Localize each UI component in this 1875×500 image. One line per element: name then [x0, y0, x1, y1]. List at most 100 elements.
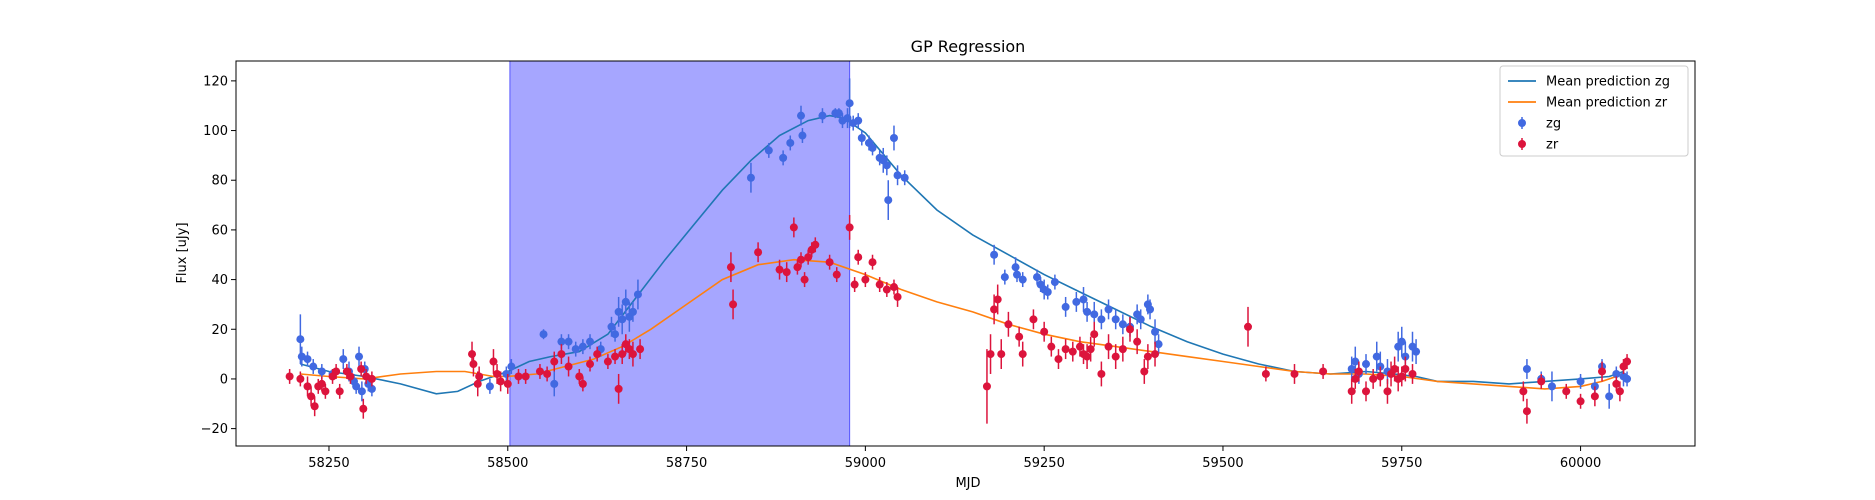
point-zg-28	[614, 296, 623, 327]
svg-text:zr: zr	[1546, 138, 1559, 153]
y-tick-label: 100	[203, 124, 228, 139]
point-zr-50	[793, 259, 802, 275]
point-zr-74	[1018, 341, 1027, 367]
point-zr-117	[1590, 386, 1599, 407]
y-tick-label: 0	[220, 372, 228, 387]
point-zg-19	[550, 371, 559, 397]
point-zg-99	[1576, 373, 1585, 389]
point-zr-92	[1140, 359, 1149, 384]
point-zr-85	[1090, 321, 1099, 347]
point-zr-110	[1401, 356, 1410, 382]
point-zr-78	[1054, 349, 1063, 369]
point-zr-1	[296, 371, 305, 387]
point-zg-74	[1104, 299, 1113, 320]
y-tick-label: 40	[211, 273, 228, 288]
point-zg-29	[618, 304, 627, 335]
point-zr-87	[1104, 334, 1113, 360]
point-zr-45	[729, 289, 738, 320]
point-zg-45	[845, 78, 854, 129]
point-zr-86	[1097, 361, 1106, 387]
plot-frame	[235, 60, 1696, 447]
point-zr-91	[1133, 329, 1142, 355]
svg-text:Mean prediction zg: Mean prediction zg	[1546, 75, 1670, 90]
point-zr-64	[882, 282, 891, 297]
point-zr-66	[893, 287, 902, 307]
legend: Mean prediction zg Mean prediction zr zg zr	[1499, 65, 1689, 157]
point-zr-29	[550, 351, 559, 372]
point-zg-35	[764, 142, 773, 158]
point-zr-68	[986, 334, 995, 374]
x-tick-label: 59750	[1381, 456, 1422, 471]
point-zr-35	[593, 346, 602, 362]
point-zr-7	[321, 383, 330, 399]
point-zr-3	[307, 386, 316, 407]
point-zr-60	[854, 249, 863, 265]
point-zr-43	[636, 339, 645, 360]
point-zg-57	[900, 170, 909, 186]
point-zr-0	[285, 369, 294, 384]
point-zr-97	[1290, 364, 1299, 384]
point-zr-34	[586, 356, 595, 372]
line-mean-prediction-zr	[300, 258, 1624, 390]
point-zr-67	[982, 349, 991, 424]
point-zr-76	[1040, 321, 1049, 342]
point-zr-103	[1369, 369, 1378, 389]
point-zr-48	[782, 262, 791, 283]
point-zg-42	[834, 108, 843, 119]
point-zr-112	[1519, 381, 1528, 402]
point-zg-66	[1043, 284, 1052, 300]
legend-entry-zr: zr	[1518, 138, 1559, 153]
point-zg-56	[893, 165, 902, 186]
point-zg-17	[507, 359, 516, 374]
point-zr-113	[1522, 398, 1531, 424]
point-zr-16	[367, 371, 376, 387]
point-zr-18	[469, 351, 478, 377]
point-zr-77	[1047, 336, 1056, 357]
legend-entry-mean-prediction-zr: Mean prediction zr	[1508, 96, 1668, 111]
y-tick-label: 120	[203, 74, 228, 89]
x-tick-label: 59500	[1202, 456, 1243, 471]
point-zg-2	[303, 351, 312, 367]
point-zr-24	[503, 373, 512, 394]
point-zr-44	[726, 252, 735, 283]
point-zg-54	[884, 180, 893, 220]
point-zg-73	[1097, 309, 1106, 330]
point-zr-120	[1615, 381, 1624, 402]
point-zr-53	[804, 249, 813, 265]
point-zg-6	[339, 349, 348, 369]
point-zr-46	[754, 242, 763, 263]
point-zg-36	[779, 150, 788, 166]
point-zr-30	[557, 344, 566, 365]
point-zg-68	[1061, 296, 1070, 317]
point-zg-40	[818, 108, 827, 124]
point-zg-15	[485, 378, 494, 394]
x-tick-label: 58750	[666, 456, 707, 471]
point-zr-104	[1376, 366, 1385, 387]
x-tick-label: 58500	[487, 456, 528, 471]
point-zg-81	[1146, 299, 1155, 320]
point-zg-30	[621, 289, 630, 315]
point-zg-71	[1083, 301, 1092, 322]
point-zg-10	[355, 346, 364, 367]
point-zg-62	[1018, 272, 1027, 288]
point-zg-87	[1362, 354, 1371, 374]
x-tick-label: 58250	[308, 456, 349, 471]
x-tick-label: 59250	[1023, 456, 1064, 471]
point-zr-119	[1612, 376, 1621, 392]
point-zr-27	[535, 364, 544, 379]
point-zr-55	[811, 237, 820, 253]
point-zg-63	[1033, 269, 1042, 285]
point-zr-75	[1029, 309, 1038, 330]
point-zr-98	[1319, 364, 1328, 379]
point-zr-9	[332, 364, 341, 379]
point-zg-39	[798, 128, 807, 143]
point-zg-3	[309, 359, 318, 374]
point-zr-90	[1125, 316, 1134, 342]
point-zg-47	[854, 113, 863, 129]
point-zr-122	[1623, 354, 1632, 369]
point-zr-73	[1015, 326, 1024, 347]
line-mean-prediction-zg	[300, 114, 1624, 395]
point-zr-26	[521, 369, 530, 384]
point-zg-11	[357, 381, 366, 402]
